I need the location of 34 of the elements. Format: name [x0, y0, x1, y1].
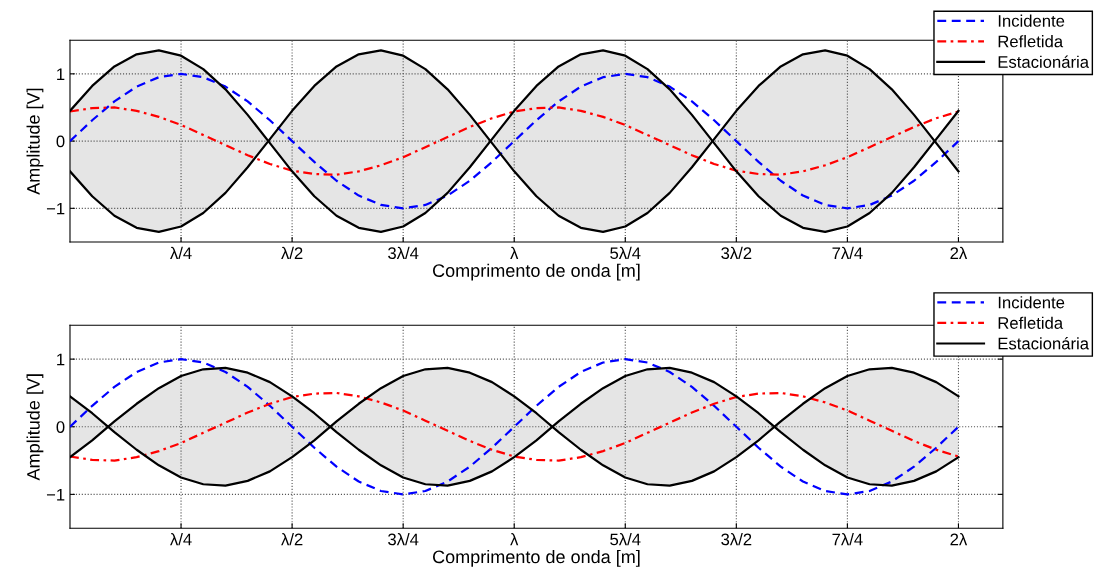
x-tick-label: 5λ/4: [610, 246, 641, 260]
legend-label: Refletida: [998, 35, 1064, 48]
line-series: [69, 391, 960, 462]
y-tick-label: 1: [57, 353, 65, 366]
x-tick-label: 3λ/2: [721, 246, 752, 260]
x-tick-label: λ/2: [281, 246, 303, 260]
x-tick-label: λ/4: [170, 246, 192, 260]
y-tick-label: 0: [56, 135, 65, 148]
x-tick-label: 3λ/4: [388, 246, 419, 260]
x-tick-label: λ/2: [281, 533, 303, 546]
x-tick-label: 2λ: [950, 533, 968, 546]
y-tick-label: 0: [56, 421, 65, 433]
x-tick-label: 3λ/2: [721, 533, 752, 546]
y-tick-label: −1: [46, 202, 65, 215]
x-tick-label: 3λ/4: [388, 533, 419, 546]
legend-label: Incidente: [998, 14, 1065, 27]
y-axis-title: Amplitude [V]: [26, 88, 44, 195]
x-axis-title: Comprimento de onda [m]: [432, 549, 640, 567]
legend-label: Estacionária: [998, 337, 1090, 350]
legend-label: Incidente: [998, 296, 1065, 309]
legend-label: Estacionária: [998, 55, 1090, 68]
x-tick-label: 5λ/4: [610, 533, 641, 546]
x-tick-label: 2λ: [950, 246, 968, 259]
y-axis-title: Amplitude [V]: [26, 374, 44, 481]
x-tick-label: λ/4: [170, 533, 192, 546]
x-tick-label: 7λ/4: [832, 533, 863, 546]
x-axis-title: Comprimento de onda [m]: [432, 263, 640, 281]
legend-label: Refletida: [998, 316, 1064, 329]
x-tick-label: 7λ/4: [832, 246, 863, 260]
line-series: [69, 72, 960, 210]
x-tick-label: λ: [510, 246, 519, 259]
y-tick-label: −1: [46, 488, 65, 501]
x-tick-label: λ: [510, 533, 519, 546]
y-tick-label: 1: [57, 68, 65, 80]
